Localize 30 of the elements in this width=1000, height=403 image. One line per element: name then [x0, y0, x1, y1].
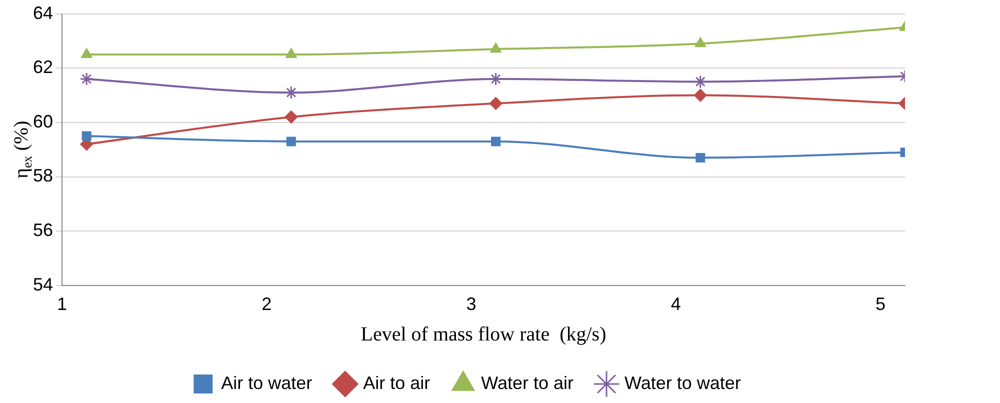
- point: [489, 96, 502, 110]
- x-tick-label: 5: [875, 294, 886, 314]
- point: [694, 74, 708, 88]
- y-tick-label: 64: [32, 2, 54, 23]
- point: [490, 42, 502, 53]
- point: [694, 37, 706, 48]
- point: [285, 48, 297, 58]
- legend-label: Water to air: [481, 372, 574, 393]
- point: [82, 131, 92, 141]
- point: [286, 136, 296, 146]
- x-tick-label: 4: [670, 294, 681, 314]
- legend-label: Air to water: [221, 372, 312, 393]
- x-axis-title: Level of mass flow rate (kg/s): [360, 323, 606, 346]
- y-tick-label: 54: [32, 274, 54, 294]
- y-tick-label: 56: [32, 220, 54, 240]
- point: [694, 88, 707, 102]
- point: [491, 136, 501, 146]
- x-tick-label: 3: [466, 294, 476, 314]
- legend-label: Air to air: [363, 372, 430, 393]
- y-tick-label: 60: [32, 111, 54, 132]
- x-tick-label: 1: [57, 294, 68, 314]
- point: [696, 153, 706, 162]
- y-tick-label: 58: [32, 166, 54, 186]
- y-tick-label: 62: [32, 57, 54, 78]
- x-tick-label: 2: [262, 294, 272, 314]
- y-axis-title: ηex (%): [10, 120, 34, 178]
- point: [284, 110, 298, 124]
- legend-label: Water to water: [624, 372, 741, 393]
- point: [80, 48, 92, 58]
- point: [80, 72, 94, 86]
